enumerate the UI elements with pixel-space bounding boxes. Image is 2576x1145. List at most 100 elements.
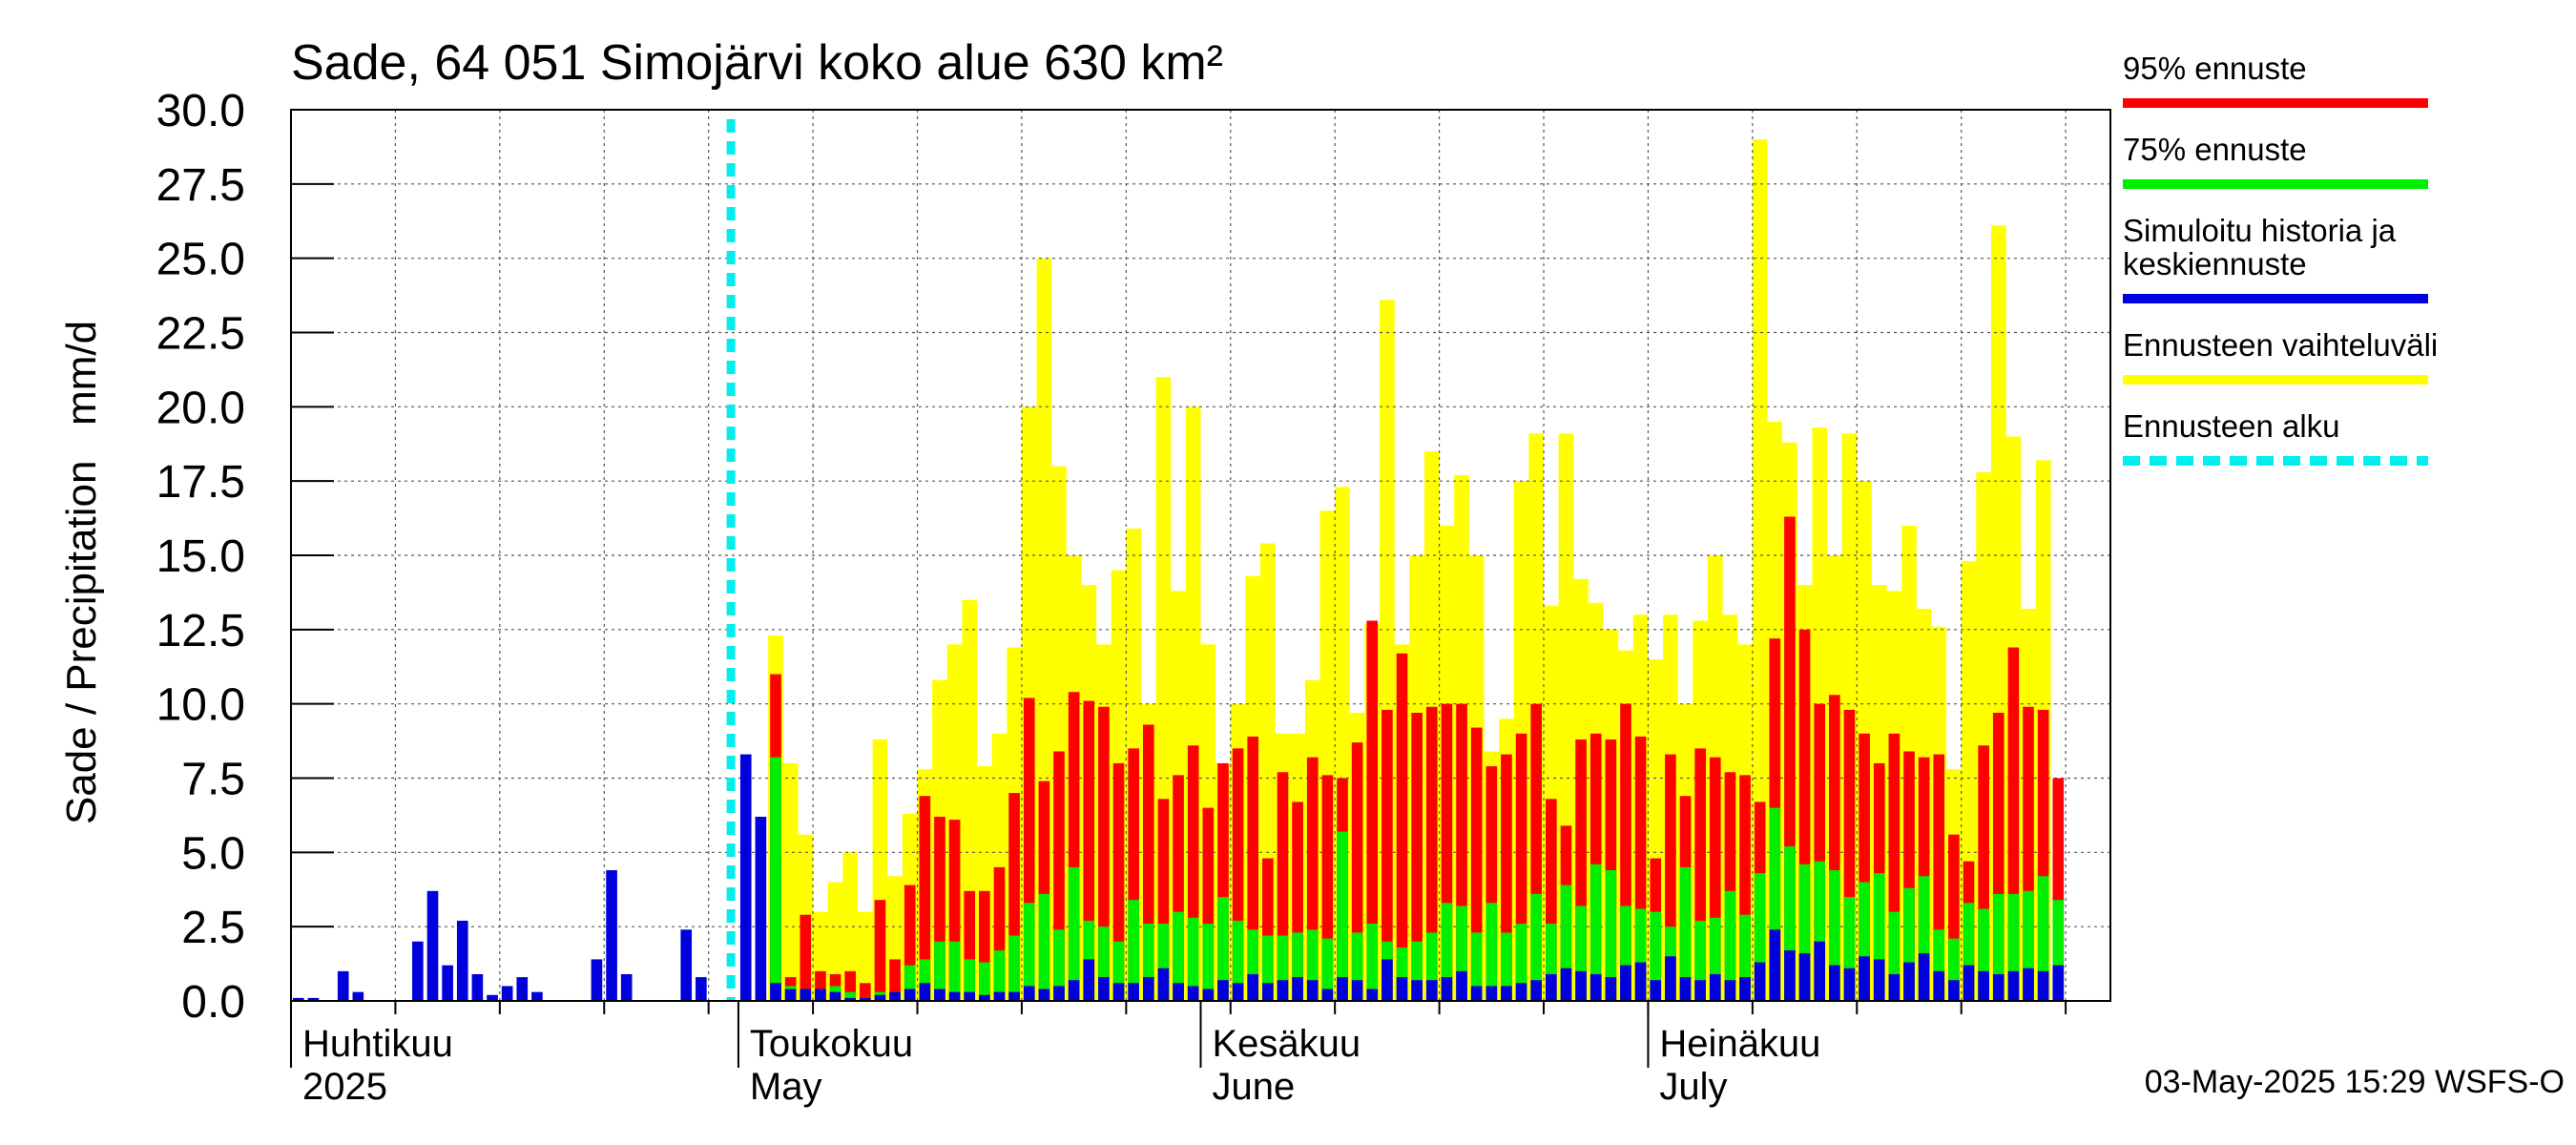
forecast-bar-median	[1157, 968, 1170, 1001]
forecast-bar-median	[1112, 983, 1125, 1001]
y-tick-label: 17.5	[156, 457, 245, 508]
forecast-bar-median	[948, 991, 961, 1001]
forecast-bar-median	[829, 991, 841, 1001]
forecast-bar-median	[1456, 970, 1467, 1001]
forecast-bar-95	[1470, 727, 1483, 1001]
forecast-bar-75	[1589, 864, 1602, 1001]
forecast-bar-95	[815, 970, 826, 1001]
legend-label: Simuloitu historia ja	[2123, 213, 2397, 248]
forecast-bar-75	[1441, 903, 1453, 1001]
forecast-bar-median	[1859, 956, 1870, 1001]
forecast-bar-median	[1351, 980, 1363, 1001]
forecast-bar-95	[948, 820, 961, 1001]
y-axis-label: Sade / Precipitation mm/d	[58, 321, 105, 824]
forecast-bar-75	[1918, 876, 1930, 1001]
forecast-bar-75	[1337, 831, 1348, 1001]
forecast-bar-95	[1128, 748, 1139, 1001]
forecast-bar-75	[1694, 920, 1706, 1001]
forecast-bar-75	[1128, 900, 1139, 1001]
forecast-bar-75	[934, 941, 945, 1001]
forecast-bar-median	[1933, 970, 1945, 1001]
history-bar	[412, 941, 424, 1001]
forecast-bar-95	[1843, 709, 1856, 1001]
forecast-bar-median	[1277, 980, 1289, 1001]
forecast-bar-75	[1366, 924, 1379, 1001]
forecast-bar-median	[1739, 977, 1751, 1001]
forecast-bar-95	[1366, 620, 1379, 1001]
forecast-bar-75	[948, 941, 961, 1001]
forecast-bar-95	[1351, 742, 1363, 1001]
forecast-bar-median	[1173, 983, 1184, 1001]
forecast-range-band	[768, 139, 2051, 1002]
legend-label: 75% ennuste	[2123, 132, 2307, 167]
forecast-bar-95	[1784, 516, 1796, 1001]
forecast-bar-median	[1187, 986, 1199, 1001]
forecast-bar-75	[1292, 932, 1303, 1001]
forecast-bar-median	[1396, 977, 1408, 1001]
forecast-bar-95	[1083, 700, 1095, 1001]
forecast-bar-95	[1142, 724, 1154, 1001]
y-tick-label: 10.0	[156, 680, 245, 731]
x-month-label-en: July	[1659, 1066, 1727, 1108]
legend-label: keskiennuste	[2123, 246, 2307, 281]
forecast-bar-75	[1992, 893, 2005, 1001]
y-tick-label: 22.5	[156, 309, 245, 360]
forecast-bar-95	[1948, 834, 1960, 1001]
forecast-bar-median	[2052, 965, 2065, 1001]
forecast-bar-median	[815, 989, 826, 1001]
forecast-bar-median	[993, 991, 1006, 1001]
forecast-bar-median	[1948, 980, 1960, 1001]
forecast-bar-95	[1724, 772, 1736, 1001]
x-month-label-en: May	[750, 1066, 822, 1108]
forecast-bar-95	[1411, 713, 1423, 1001]
forecast-bar-75	[1679, 866, 1692, 1001]
forecast-bar-95	[1694, 748, 1706, 1001]
forecast-bar-75	[1187, 917, 1199, 1001]
forecast-bar-95	[1098, 706, 1110, 1001]
forecast-bar-95	[874, 900, 886, 1001]
forecast-bar-95	[1992, 713, 2005, 1001]
history-bar	[755, 816, 767, 1001]
forecast-bar-75	[1843, 897, 1856, 1001]
forecast-bar-median	[1724, 980, 1736, 1001]
forecast-bar-75	[1262, 935, 1274, 1001]
forecast-bar-75	[1634, 908, 1647, 1001]
x-month-label-en: June	[1213, 1066, 1296, 1108]
forecast-bar-75	[1068, 866, 1080, 1001]
forecast-bar-75	[1023, 903, 1035, 1001]
forecast-bar-median	[1217, 980, 1229, 1001]
forecast-bar-median	[1560, 968, 1572, 1001]
forecast-bar-95	[1173, 775, 1184, 1001]
forecast-bar-median	[1441, 977, 1453, 1001]
forecast-bar-95	[1232, 748, 1244, 1001]
forecast-bar-95	[1903, 751, 1915, 1001]
forecast-bar-median	[1903, 962, 1915, 1001]
forecast-bar-75	[1814, 861, 1826, 1001]
footer-timestamp: 03-May-2025 15:29 WSFS-O	[2145, 1064, 2565, 1100]
forecast-bar-median	[1053, 986, 1065, 1001]
forecast-bar-75	[1351, 932, 1363, 1001]
forecast-bar-95	[979, 890, 990, 1001]
forecast-bar-75	[1903, 887, 1915, 1001]
forecast-bar-75	[1277, 935, 1289, 1001]
history-bar	[293, 997, 304, 1001]
x-month-label-fi: Heinäkuu	[1659, 1023, 1820, 1065]
forecast-bar-95	[1456, 703, 1467, 1001]
forecast-bar-95	[1546, 799, 1557, 1001]
forecast-bar-median	[1918, 953, 1930, 1001]
forecast-bar-median	[1829, 965, 1840, 1001]
forecast-bar-median	[2007, 970, 2020, 1001]
forecast-bar-75	[1560, 885, 1572, 1001]
x-month-label-fi: Huhtikuu	[302, 1023, 453, 1065]
forecast-bar-75	[1829, 870, 1840, 1001]
forecast-bar-75	[1724, 890, 1736, 1001]
forecast-bar-median	[1769, 929, 1781, 1001]
forecast-bar-95	[1053, 751, 1065, 1001]
forecast-bar-75	[1515, 924, 1527, 1001]
forecast-bar-75	[1963, 903, 1975, 1001]
forecast-bar-75	[1425, 932, 1438, 1001]
history-bar	[471, 973, 484, 1001]
forecast-bar-median	[1620, 965, 1631, 1001]
history-bar	[696, 977, 707, 1001]
